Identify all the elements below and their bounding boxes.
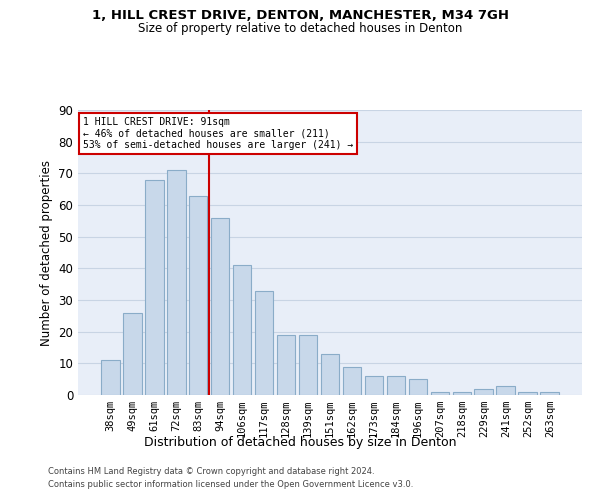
Bar: [431, 392, 449, 395]
Bar: [518, 392, 537, 395]
Text: Distribution of detached houses by size in Denton: Distribution of detached houses by size …: [144, 436, 456, 449]
Text: 1, HILL CREST DRIVE, DENTON, MANCHESTER, M34 7GH: 1, HILL CREST DRIVE, DENTON, MANCHESTER,…: [91, 9, 509, 22]
Bar: [233, 265, 251, 395]
Bar: [409, 379, 427, 395]
Text: Size of property relative to detached houses in Denton: Size of property relative to detached ho…: [138, 22, 462, 35]
Bar: [365, 376, 383, 395]
Text: Contains HM Land Registry data © Crown copyright and database right 2024.: Contains HM Land Registry data © Crown c…: [48, 467, 374, 476]
Bar: [299, 335, 317, 395]
Bar: [277, 335, 295, 395]
Bar: [211, 218, 229, 395]
Bar: [123, 312, 142, 395]
Bar: [452, 392, 471, 395]
Y-axis label: Number of detached properties: Number of detached properties: [40, 160, 53, 346]
Bar: [496, 386, 515, 395]
Bar: [343, 366, 361, 395]
Bar: [167, 170, 185, 395]
Bar: [189, 196, 208, 395]
Bar: [541, 392, 559, 395]
Text: 1 HILL CREST DRIVE: 91sqm
← 46% of detached houses are smaller (211)
53% of semi: 1 HILL CREST DRIVE: 91sqm ← 46% of detac…: [83, 117, 353, 150]
Bar: [145, 180, 164, 395]
Bar: [320, 354, 340, 395]
Text: Contains public sector information licensed under the Open Government Licence v3: Contains public sector information licen…: [48, 480, 413, 489]
Bar: [475, 388, 493, 395]
Bar: [255, 290, 274, 395]
Bar: [101, 360, 119, 395]
Bar: [386, 376, 405, 395]
